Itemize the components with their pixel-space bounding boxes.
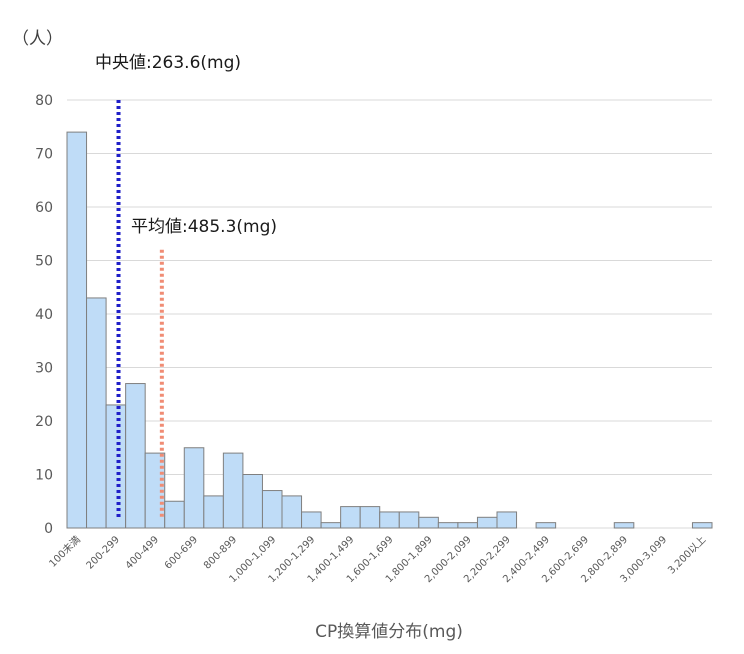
bar-1,300-1,399 [320, 522, 342, 529]
x-tick-label: 100未満 [47, 534, 83, 570]
y-tick-label: 0 [44, 521, 53, 537]
bar-2,400-2,499 [535, 522, 557, 529]
bar-1,600-1,699 [379, 511, 400, 529]
bar-500-599 [164, 500, 185, 529]
bar-600-699 [183, 447, 205, 529]
y-tick-label: 20 [35, 414, 53, 430]
x-axis-title: CP換算値分布(mg) [315, 622, 463, 642]
bar-1,400-1,499 [340, 506, 361, 529]
median-label: 中央値:263.6(mg) [95, 53, 241, 73]
y-tick-label: 40 [35, 307, 53, 323]
bar-400-499 [144, 452, 166, 529]
grid-lines [67, 99, 712, 529]
bar-1,000-1,099 [261, 490, 283, 529]
bar-1,100-1,199 [281, 495, 303, 529]
x-tick-label: 400-499 [124, 534, 161, 571]
mean-label: 平均値:485.3(mg) [131, 217, 277, 237]
y-tick-label: 50 [35, 254, 53, 270]
x-tick-label: 200-299 [85, 534, 122, 571]
x-tick-labels: 100未満 200-299 400-499 600-699 800-8991,000-1… [47, 534, 709, 586]
bar-2,800-2,899 [613, 522, 635, 529]
bar-3,200以上 [691, 522, 713, 529]
bars [66, 131, 713, 529]
y-tick-label: 30 [35, 361, 53, 377]
y-tick-labels: 0 10 20 30 40 50 60 70 80 [35, 93, 53, 537]
bar-1,900-1,999 [437, 522, 459, 529]
bar-100未満 [66, 131, 88, 529]
bar-300-399 [125, 383, 146, 529]
x-tick-label: 800-899 [202, 534, 239, 571]
y-axis-unit: （人） [12, 29, 63, 49]
bar-1,200-1,299 [301, 511, 322, 529]
x-tick-label: 600-699 [163, 534, 200, 571]
bar-700-799 [203, 495, 224, 529]
bar-2,100-2,199 [476, 516, 498, 529]
bar-800-899 [222, 452, 244, 529]
y-tick-label: 60 [35, 200, 53, 216]
bar-2,200-2,299 [496, 511, 518, 529]
y-tick-label: 70 [35, 147, 53, 163]
x-tick-label: 3,200以上 [665, 534, 708, 577]
bar-100-199 [86, 297, 107, 529]
bar-200-299 [105, 404, 127, 529]
y-tick-label: 80 [35, 93, 53, 109]
bar-1,700-1,799 [398, 511, 420, 529]
reference-lines: 中央値:263.6(mg) 平均値:485.3(mg) [95, 53, 277, 518]
bar-1,800-1,899 [418, 516, 439, 529]
y-tick-label: 10 [35, 468, 53, 484]
bar-2,000-2,099 [457, 522, 478, 529]
bar-1,500-1,599 [359, 506, 381, 529]
bar-900-999 [242, 474, 263, 529]
